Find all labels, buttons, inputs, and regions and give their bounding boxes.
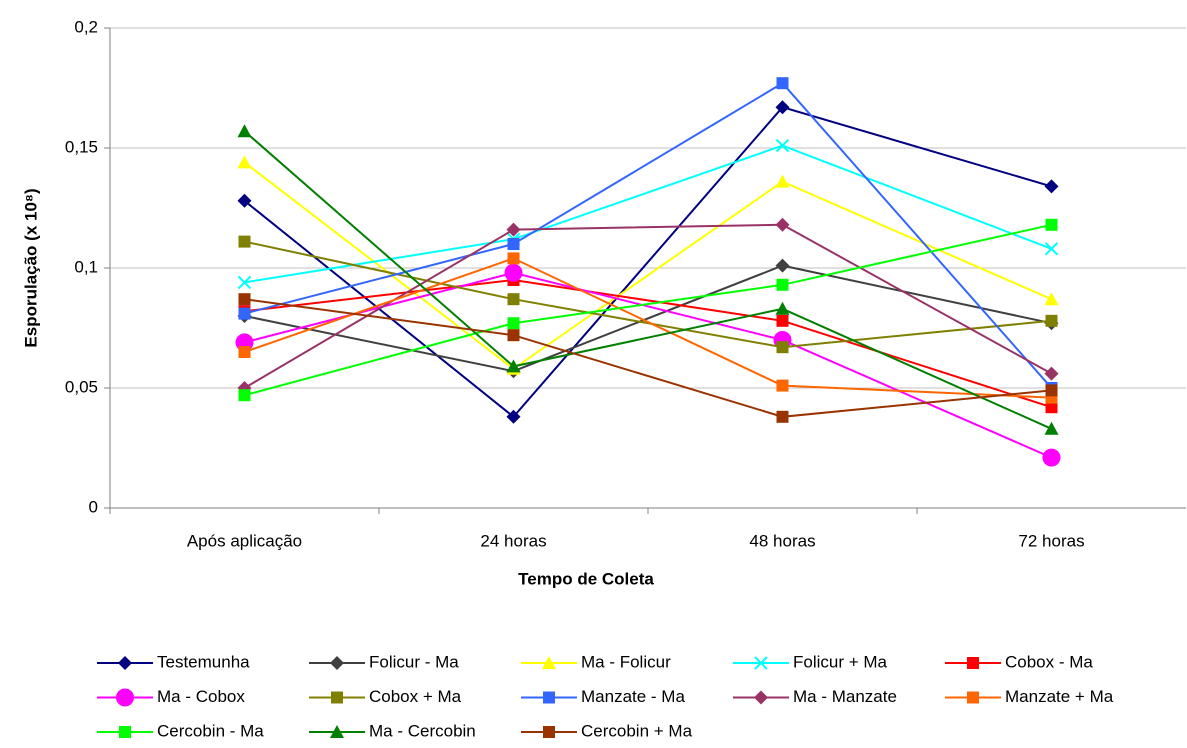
legend-marker [754,690,768,705]
point [237,275,252,290]
legend-label: Folicur - Ma [369,652,459,671]
point [1044,366,1059,381]
legend-label: Cercobin + Ma [581,721,693,740]
legend-marker [118,656,132,670]
point [776,278,789,291]
legend-marker [330,725,344,738]
point [237,155,252,169]
point [775,138,790,153]
x-axis-label: Tempo de Coleta [518,569,654,588]
legend-marker [967,691,979,704]
y-tick-label: 0,2 [74,17,98,36]
legend-label: Manzate + Ma [1005,687,1114,706]
legend-label: Testemunha [157,652,250,671]
legend-marker [119,726,131,738]
legend-label: Cobox - Ma [1005,652,1093,671]
legend-marker [543,726,555,738]
point [775,301,790,315]
series-line [244,271,1052,459]
point [775,258,790,273]
point [238,235,251,248]
point [507,317,520,330]
series-line [244,240,1052,349]
series-line [244,144,1052,284]
point [776,379,789,392]
series-line [244,81,1053,389]
point [504,263,523,282]
legend-label: Ma - Manzate [793,687,897,706]
legend-marker [116,688,134,707]
series-line [244,257,1052,399]
series-line [243,161,1052,371]
legend-label: Cercobin - Ma [157,721,264,740]
point [1045,218,1058,231]
point [1044,179,1059,194]
series-line [244,264,1052,373]
legend-label: Ma - Folicur [581,652,671,671]
legend-marker [967,657,979,669]
series-line [244,278,1052,409]
legend-marker [754,656,768,670]
point [237,124,252,138]
point [1042,448,1061,467]
point [1044,292,1059,306]
point [238,307,251,320]
y-tick-label: 0,1 [74,257,98,276]
legend-label: Manzate - Ma [581,687,685,706]
point [1044,421,1059,435]
legend-label: Cobox + Ma [369,687,462,706]
point [506,359,521,373]
point [775,217,790,232]
legend-label: Folicur + Ma [793,652,888,671]
point [507,252,520,265]
x-tick-label: 24 horas [480,531,546,550]
point [775,100,790,115]
legend-marker [331,691,343,704]
point [776,77,789,90]
point [776,341,789,354]
point [1045,314,1058,327]
x-tick-label: 72 horas [1018,531,1084,550]
point [237,193,252,208]
point [776,410,789,423]
x-tick-label: Após aplicação [187,531,302,550]
series-line [243,130,1052,430]
point [506,222,521,237]
y-tick-label: 0,05 [65,377,98,396]
point [507,293,520,306]
y-axis-label: Esporulação (x 10⁸) [21,188,40,347]
point [238,389,251,402]
point [775,174,790,188]
series-line [243,223,1052,389]
series-line [244,223,1052,397]
series-line [244,298,1052,418]
point [238,346,251,358]
point [1045,401,1058,414]
legend-label: Ma - Cercobin [369,721,476,740]
legend-marker [542,656,556,669]
point [238,293,251,306]
y-tick-label: 0 [89,497,98,516]
legend-marker [330,656,344,670]
point [776,314,789,327]
y-tick-label: 0,15 [65,137,98,156]
point [507,238,520,250]
legend-label: Ma - Cobox [157,687,245,706]
point [506,409,521,424]
x-tick-label: 48 horas [749,531,815,550]
legend-marker [543,691,555,704]
point [1045,384,1058,397]
point [1044,242,1059,256]
point [507,329,520,342]
